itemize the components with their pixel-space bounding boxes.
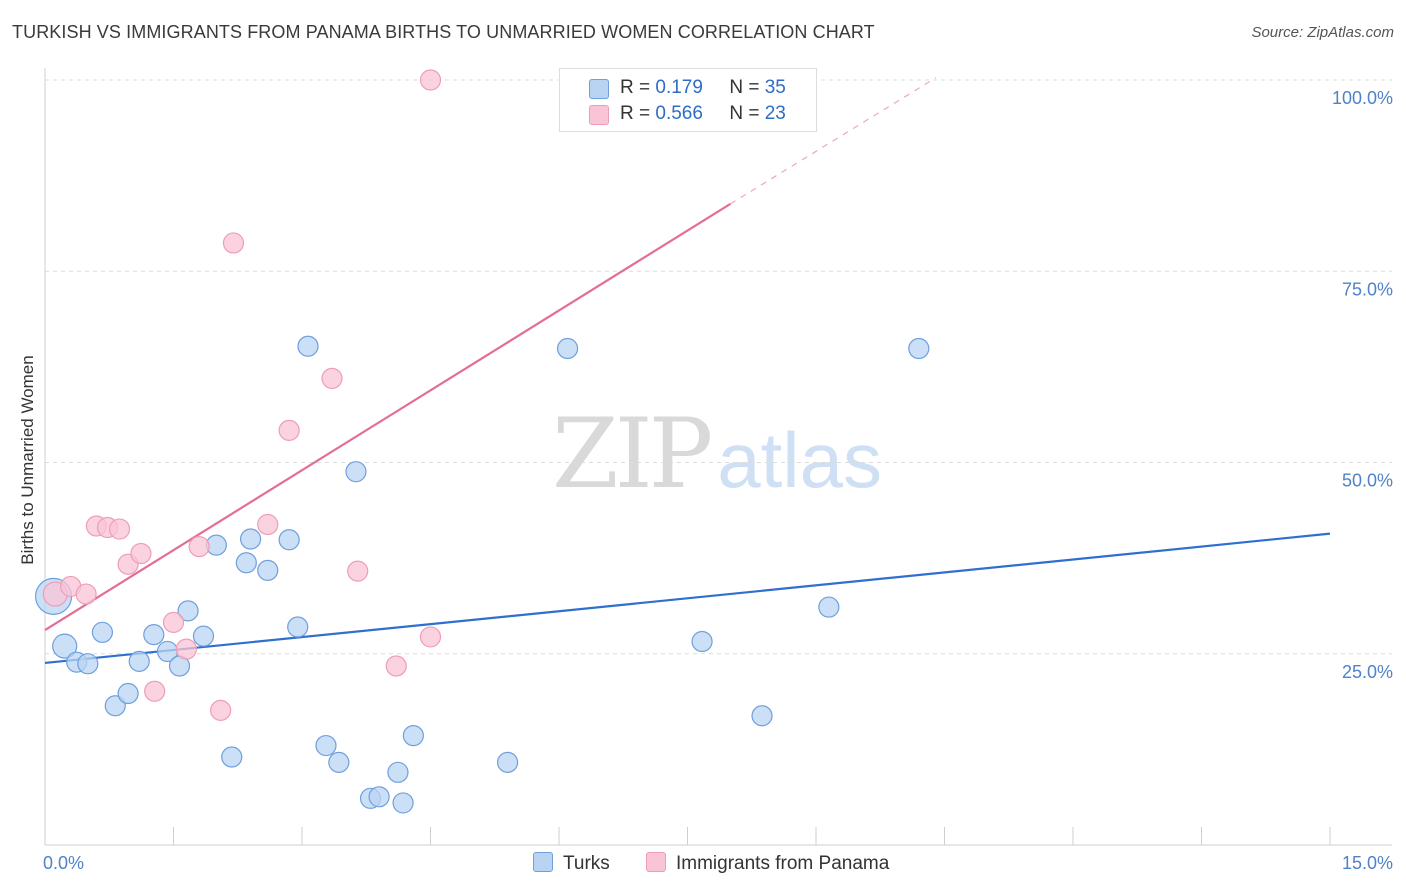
legend-r-label: R = [620,103,656,124]
data-point-series-1 [347,560,369,582]
watermark-zip: ZIP [552,398,713,510]
trend-line-series-1 [44,202,731,631]
watermark: ZIP atlas [552,398,882,510]
series-swatch-panama [646,852,666,872]
data-point-series-1 [175,638,197,660]
data-point-series-0 [328,751,350,773]
y-tick-label: 100.0% [1332,88,1393,108]
data-point-series-1 [130,542,152,565]
source-label: Source: ZipAtlas.com [1251,24,1394,41]
legend-swatch-turks [589,79,609,99]
data-point-series-0 [908,337,930,360]
legend-r-label: R = [620,77,656,98]
series-legend-turks: Turks [533,852,610,875]
x-tick-label: 15.0% [1342,853,1393,873]
series-name-panama: Immigrants from Panama [676,853,890,874]
data-point-series-0 [240,528,262,550]
series-swatch-turks [533,852,553,872]
data-point-series-0 [128,650,150,673]
x-tick-label: 0.0% [43,853,84,873]
data-point-series-0 [402,725,424,747]
trend-extension-series-1 [730,77,937,205]
chart-title: TURKISH VS IMMIGRANTS FROM PANAMA BIRTHS… [12,22,875,42]
data-point-series-0 [691,630,713,653]
data-point-series-1 [321,367,343,389]
data-point-series-0 [104,695,126,717]
legend-n-label: N = [729,77,765,98]
data-point-series-0 [751,705,773,727]
data-point-series-0 [221,746,243,768]
data-point-series-0 [257,559,279,581]
data-point-series-0 [143,624,165,646]
data-point-series-0 [287,616,309,638]
data-point-series-0 [556,337,579,360]
data-point-series-0 [192,625,215,647]
data-point-series-0 [117,682,139,705]
data-point-series-0 [345,461,367,483]
data-point-series-1 [419,626,442,648]
data-point-series-0 [315,734,337,757]
correlation-legend: R = 0.179 N = 35 R = 0.566 N = 23 [559,68,817,132]
trend-line-series-0 [44,532,1331,665]
legend-r-value: 0.179 [655,77,703,98]
axes [44,68,1392,846]
series-name-turks: Turks [563,853,610,874]
data-point-series-0 [392,792,414,814]
y-tick-label: 75.0% [1342,279,1393,299]
data-point-series-1 [162,611,185,633]
data-point-series-1 [257,513,279,536]
data-point-series-0 [497,751,519,773]
data-point-series-1 [222,232,245,254]
data-point-series-0 [177,600,199,622]
data-point-series-0 [368,786,390,808]
legend-n-value: 35 [764,77,786,98]
legend-n-label: N = [729,103,765,124]
data-point-series-0 [387,761,409,783]
legend-n-value: 23 [764,103,786,124]
data-point-series-1 [278,419,300,441]
y-tick-label: 50.0% [1342,471,1393,491]
data-point-series-1 [75,583,97,605]
data-point-series-0 [235,552,257,574]
legend-r-value: 0.566 [655,103,703,124]
data-point-series-1 [210,699,232,721]
y-tick-label: 25.0% [1342,662,1393,682]
data-point-series-0 [91,621,113,643]
data-point-series-0 [52,633,78,659]
data-point-series-0 [818,596,840,618]
data-points [34,69,930,814]
data-point-series-1 [385,655,407,677]
legend-swatch-panama [589,105,609,125]
data-point-series-0 [278,529,300,551]
data-point-series-1 [108,518,131,540]
data-point-series-1 [188,536,210,558]
data-point-series-1 [144,680,166,702]
series-legend-panama: Immigrants from Panama [646,852,889,875]
data-point-series-0 [77,653,99,675]
data-point-series-0 [297,335,319,357]
watermark-atlas: atlas [717,416,882,504]
data-point-series-1 [419,69,442,91]
tick-labels: 25.0% 50.0% 75.0% 100.0% 0.0% 15.0% [43,88,1393,873]
trend-lines [44,77,1331,665]
